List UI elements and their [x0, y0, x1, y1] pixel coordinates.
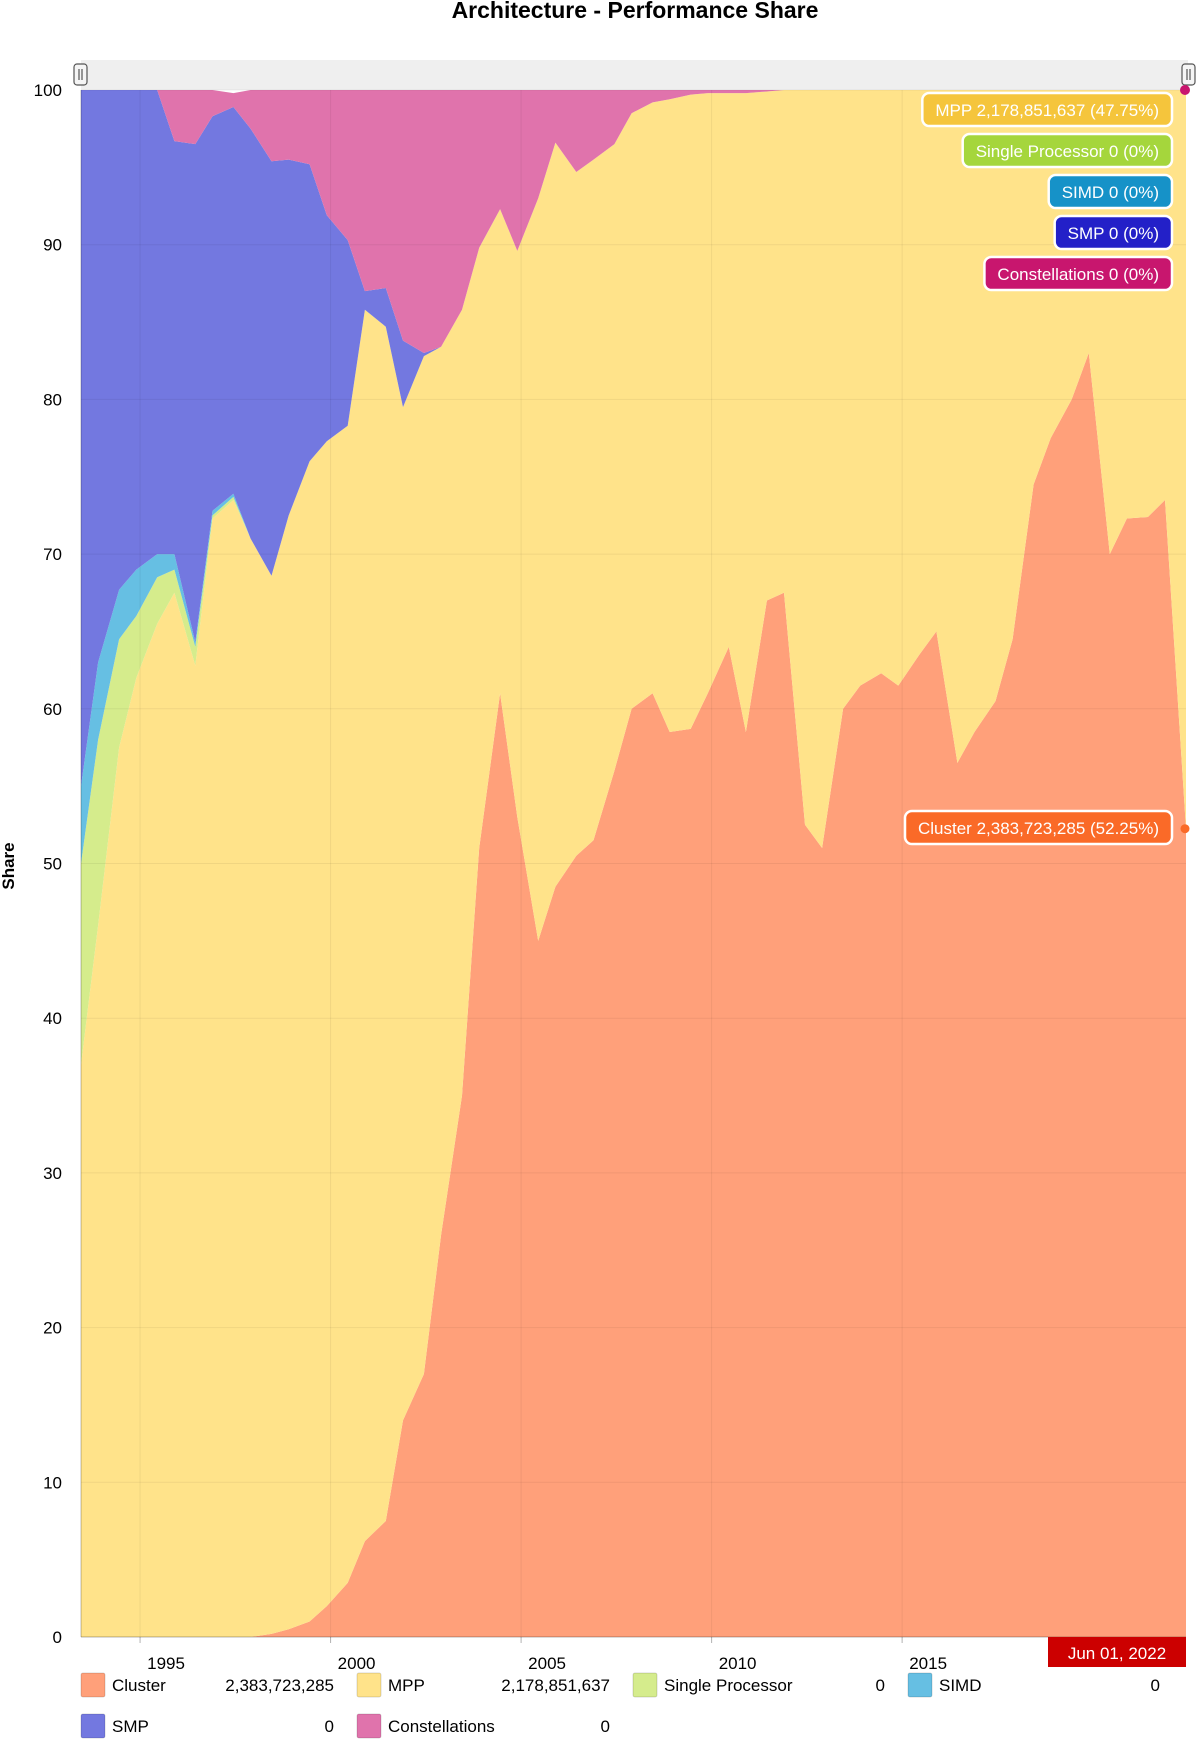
scrollbar-left-grip[interactable] — [73, 63, 88, 86]
y-tick-label: 20 — [43, 1319, 62, 1338]
y-tick-label: 100 — [34, 81, 62, 100]
tooltip-mpp: MPP 2,178,851,637 (47.75%) — [921, 91, 1174, 128]
x-tick-label: 2010 — [719, 1654, 757, 1673]
tooltip-box — [1047, 173, 1174, 210]
tooltip-box — [1053, 214, 1174, 251]
tooltip-text: Single Processor 0 (0%) — [976, 142, 1159, 161]
hover-marker-top — [1180, 85, 1190, 95]
y-tick-label: 80 — [43, 390, 62, 409]
cursor-date-label: Jun 01, 2022 — [1048, 1637, 1186, 1667]
cursor-date-text: Jun 01, 2022 — [1068, 1644, 1166, 1663]
legend-label: Cluster — [112, 1676, 166, 1695]
legend-item-simd[interactable]: SIMD 0 — [907, 1672, 1160, 1698]
tooltip-text: Cluster 2,383,723,285 (52.25%) — [918, 819, 1159, 838]
legend-value: 0 — [876, 1676, 885, 1695]
area-constellations[interactable] — [81, 90, 1186, 353]
legend-label: SIMD — [939, 1676, 982, 1695]
tooltip-box — [961, 132, 1174, 169]
legend-swatch — [356, 1672, 382, 1698]
grid-lines — [81, 89, 1186, 1638]
legend-value: 0 — [601, 1717, 610, 1736]
legend-item-cluster[interactable]: Cluster 2,383,723,285 — [80, 1672, 334, 1698]
y-axis-label: Share — [0, 842, 18, 889]
legend-swatch — [632, 1672, 658, 1698]
hover-marker-cluster — [1180, 824, 1190, 834]
tooltip-cluster: Cluster 2,383,723,285 (52.25%) — [903, 809, 1174, 846]
y-tick-label: 50 — [43, 855, 62, 874]
tooltip-text: SMP 0 (0%) — [1068, 224, 1159, 243]
legend-label: SMP — [112, 1717, 149, 1736]
legend-item-single-processor[interactable]: Single Processor 0 — [632, 1672, 885, 1698]
legend-value: 2,383,723,285 — [225, 1676, 334, 1695]
legend-swatch — [907, 1672, 933, 1698]
chart-title: Architecture - Performance Share — [452, 0, 819, 23]
tooltip-single: Single Processor 0 (0%) — [961, 132, 1174, 169]
x-tick-label: 2000 — [338, 1654, 376, 1673]
legend-swatch — [356, 1713, 382, 1739]
legend-swatch — [80, 1672, 106, 1698]
area-smp[interactable] — [81, 90, 1186, 787]
legend-value: 0 — [325, 1717, 334, 1736]
y-tick-label: 30 — [43, 1164, 62, 1183]
legend-value: 2,178,851,637 — [501, 1676, 610, 1695]
axes: 0 10 20 30 40 50 60 70 80 90 100 1995 2000 2005 2010 20… — [34, 81, 1190, 1673]
tooltip-box — [921, 91, 1174, 128]
tooltip-box — [903, 809, 1174, 846]
legend-item-smp[interactable]: SMP 0 — [80, 1713, 334, 1739]
tooltip-constellations: Constellations 0 (0%) — [983, 255, 1174, 292]
legend-swatch — [80, 1713, 106, 1739]
tooltip-box — [983, 255, 1174, 292]
y-tick-label: 0 — [53, 1628, 62, 1647]
x-tick-label: 1995 — [147, 1654, 185, 1673]
tooltip-text: MPP 2,178,851,637 (47.75%) — [935, 101, 1159, 120]
tooltip-text: Constellations 0 (0%) — [997, 265, 1159, 284]
x-tick-label: 2015 — [909, 1654, 947, 1673]
y-tick-label: 60 — [43, 700, 62, 719]
area-mpp[interactable] — [81, 90, 1186, 1637]
tooltip-group: MPP 2,178,851,637 (47.75%) Single Process… — [903, 91, 1174, 846]
legend-label: Single Processor — [664, 1676, 793, 1695]
scrollbar-track[interactable] — [81, 60, 1188, 90]
legend-item-mpp[interactable]: MPP 2,178,851,637 — [356, 1672, 610, 1698]
y-tick-label: 10 — [43, 1473, 62, 1492]
legend[interactable]: Cluster 2,383,723,285 MPP 2,178,851,637 Sing… — [80, 1672, 1160, 1739]
legend-label: MPP — [388, 1676, 425, 1695]
area-cluster[interactable] — [81, 353, 1186, 1637]
chart-scrollbar[interactable] — [73, 60, 1196, 90]
scrollbar-right-grip[interactable] — [1181, 63, 1196, 86]
area-series-group — [81, 90, 1186, 1637]
legend-value: 0 — [1151, 1676, 1160, 1695]
tooltip-text: SIMD 0 (0%) — [1062, 183, 1159, 202]
legend-item-constellations[interactable]: Constellations 0 — [356, 1713, 610, 1739]
cursor-date-box — [1048, 1637, 1186, 1667]
tooltip-smp: SMP 0 (0%) — [1053, 214, 1174, 251]
tooltip-simd: SIMD 0 (0%) — [1047, 173, 1174, 210]
y-tick-label: 90 — [43, 236, 62, 255]
y-tick-label: 70 — [43, 545, 62, 564]
y-tick-label: 40 — [43, 1009, 62, 1028]
x-tick-label: 2005 — [528, 1654, 566, 1673]
legend-label: Constellations — [388, 1717, 495, 1736]
